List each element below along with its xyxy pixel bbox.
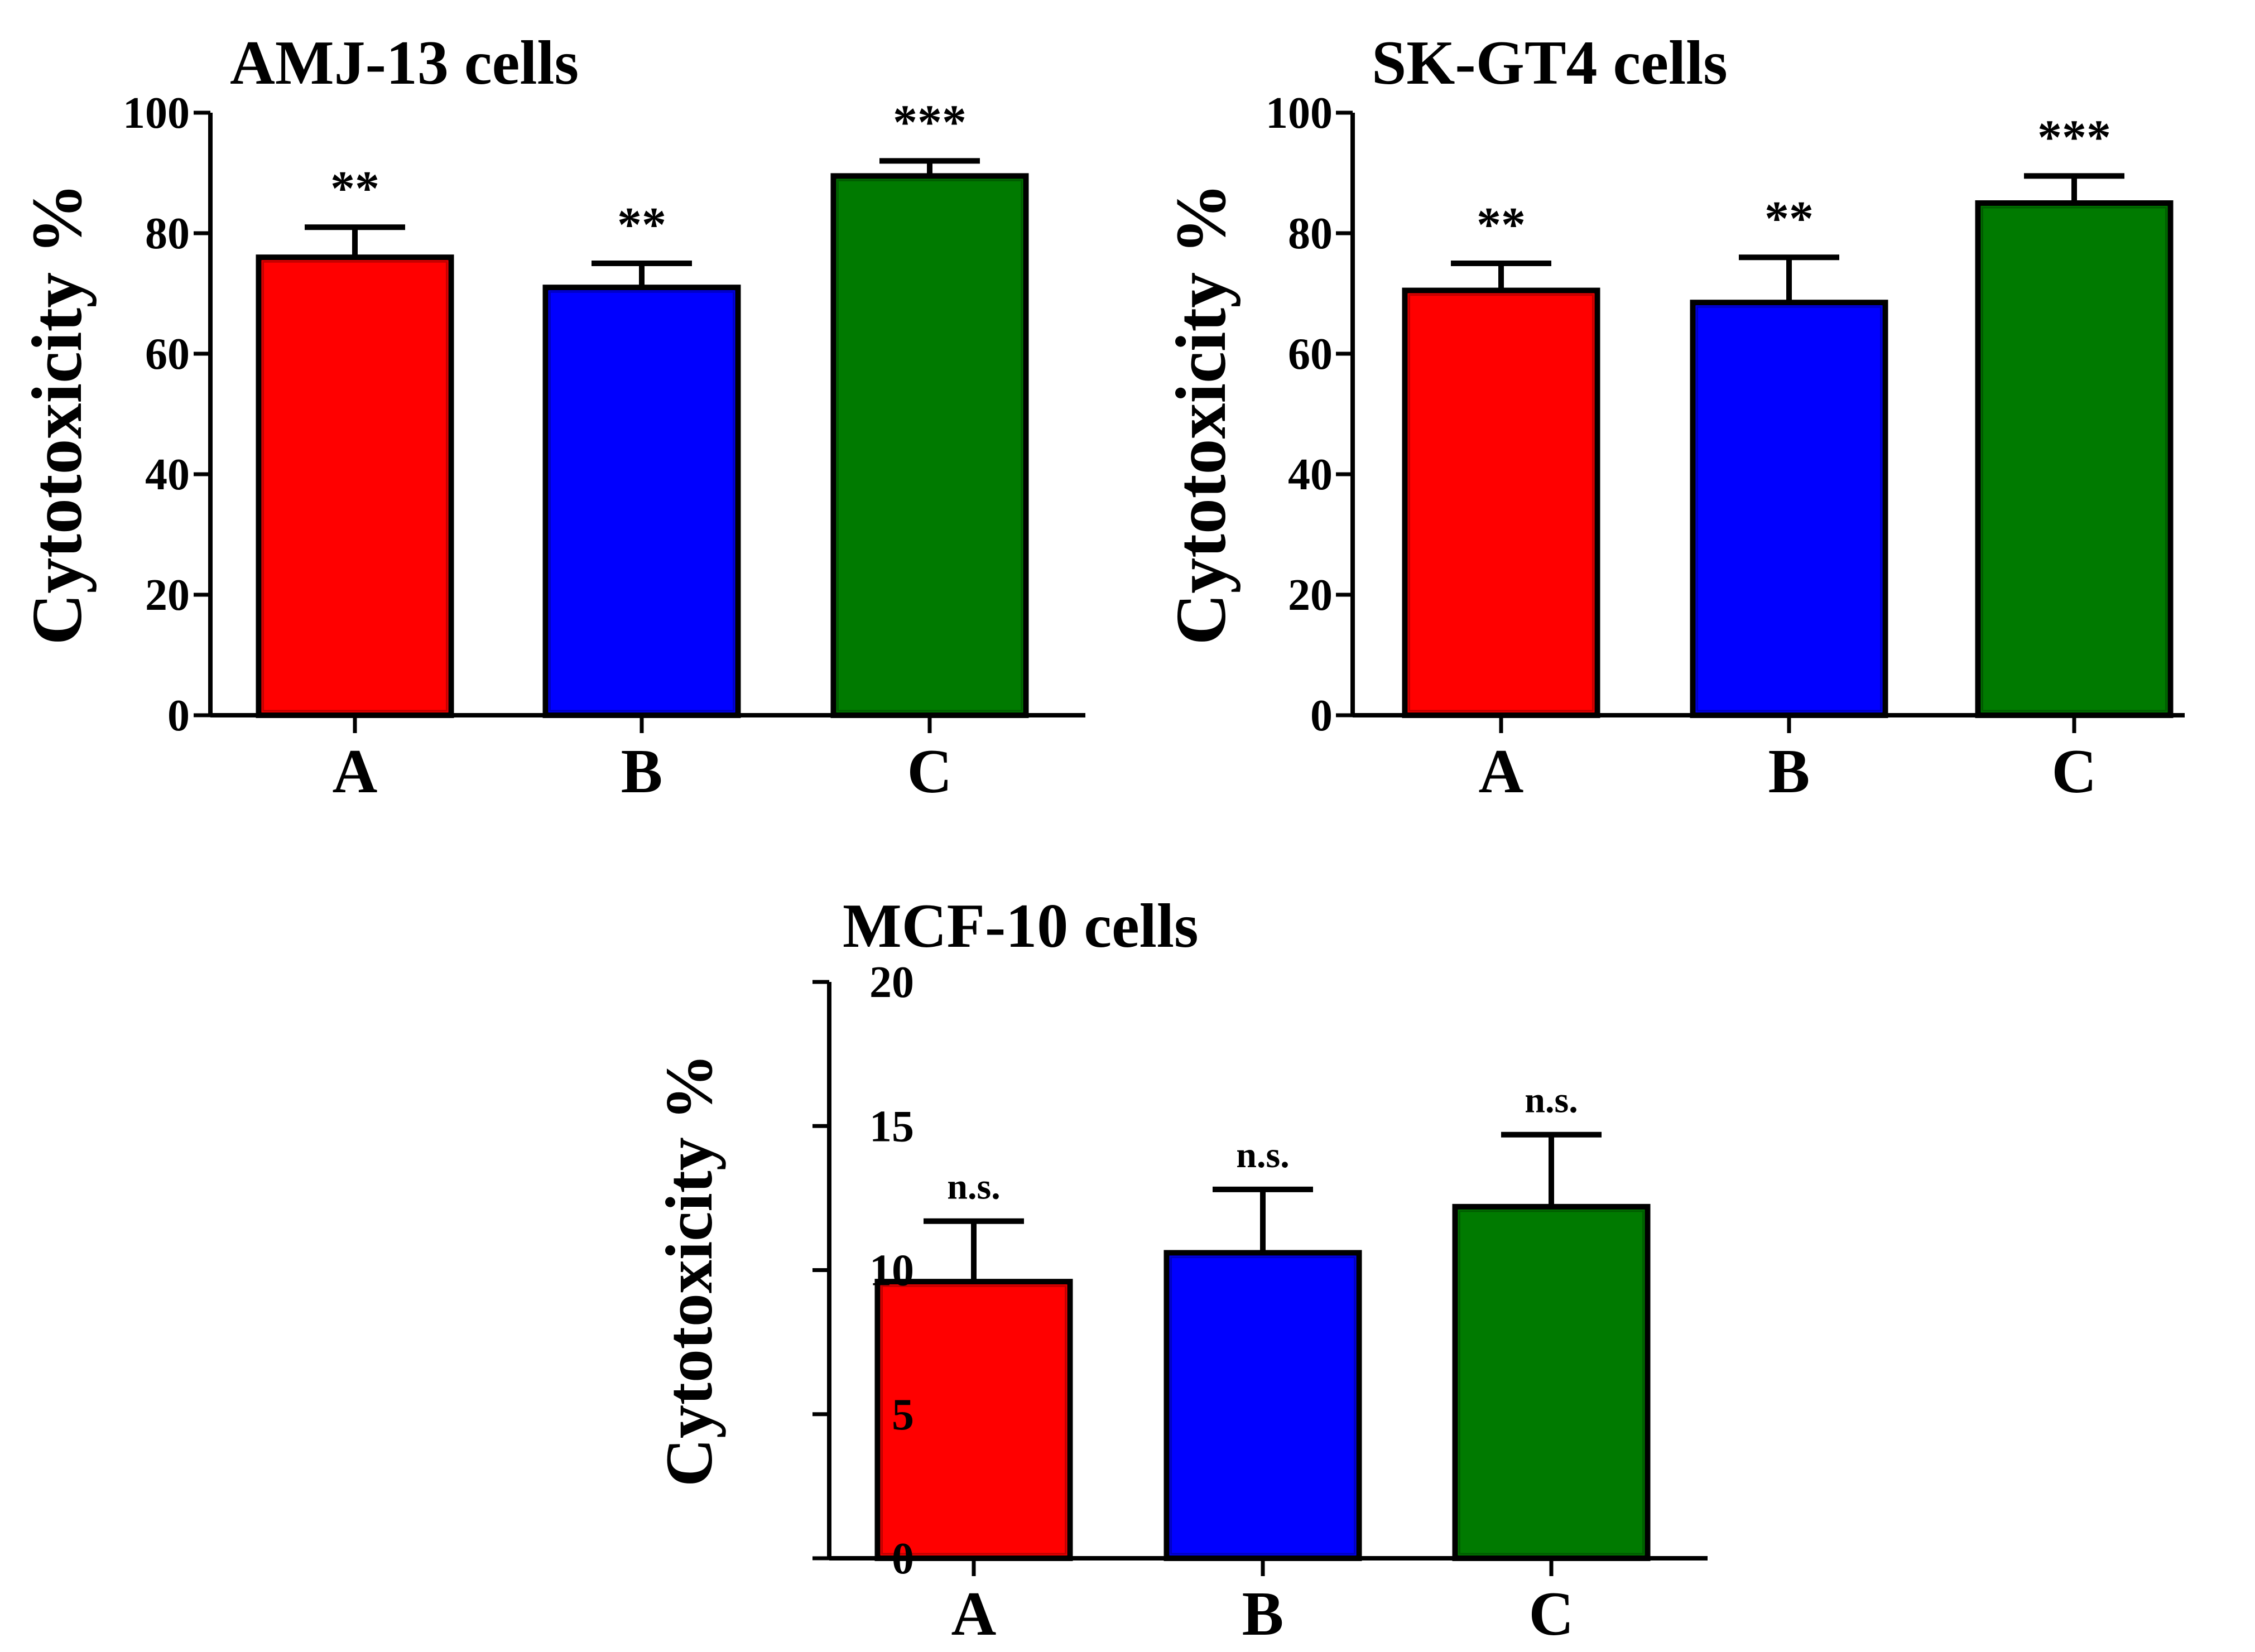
x-tick-label-A: A	[333, 737, 378, 806]
bar-inner-edge-B	[549, 291, 734, 712]
y-axis-label: Cytotoxicity %	[1161, 183, 1241, 645]
y-tick-label: 0	[892, 1534, 914, 1583]
y-tick-label: 0	[1310, 691, 1333, 740]
bar-inner-edge-B	[1696, 306, 1882, 712]
significance-label-B: **	[617, 198, 666, 252]
bar-inner-edge-A	[262, 261, 448, 712]
y-axis-label: Cytotoxicity %	[17, 183, 97, 645]
chart-title: MCF-10 cells	[843, 892, 1199, 961]
bar-inner-edge-A	[1408, 294, 1594, 712]
y-tick-label: 10	[869, 1246, 914, 1295]
x-tick-label-B: B	[1242, 1579, 1284, 1649]
bar-inner-edge-C	[837, 179, 1022, 712]
x-tick-label-B: B	[621, 737, 663, 806]
chart-title: SK-GT4 cells	[1372, 28, 1728, 98]
bar-B	[1690, 300, 1888, 718]
significance-label-C: ***	[893, 95, 967, 150]
y-axis-label: Cytotoxicity %	[652, 1053, 726, 1486]
y-tick-label: 5	[892, 1390, 914, 1439]
x-tick-label-B: B	[1768, 737, 1810, 806]
y-tick-label: 20	[869, 958, 914, 1007]
x-tick-label-C: C	[907, 737, 953, 806]
chart-title: AMJ-13 cells	[230, 28, 579, 98]
y-tick-label: 100	[123, 89, 190, 138]
y-tick-label: 0	[167, 691, 190, 740]
bar-inner-edge-C	[1459, 1210, 1644, 1555]
bar-inner-edge-C	[1982, 206, 2167, 712]
bar-C	[1452, 1203, 1651, 1562]
y-tick-label: 60	[145, 330, 190, 379]
y-tick-label: 15	[869, 1102, 914, 1151]
y-tick-label: 60	[1288, 330, 1333, 379]
significance-label-A: **	[1477, 198, 1526, 252]
bar-B	[1163, 1250, 1362, 1561]
y-tick-label: 100	[1266, 89, 1333, 138]
x-tick-label-A: A	[951, 1579, 997, 1649]
bar-C	[1975, 200, 2174, 718]
chart-panel-1: AMJ-13 cells Cytotoxicity % ** A ** B *** C 0 20 4…	[17, 28, 1085, 806]
y-tick-label: 40	[1288, 450, 1333, 499]
x-tick-label-C: C	[1529, 1579, 1574, 1649]
significance-label-A: n.s.	[947, 1167, 1000, 1207]
significance-label-B: **	[1764, 192, 1814, 246]
y-tick-label: 80	[1288, 209, 1333, 258]
x-tick-label-A: A	[1479, 737, 1524, 806]
significance-label-B: n.s.	[1236, 1135, 1289, 1176]
bar-inner-edge-A	[881, 1285, 1066, 1555]
y-tick-label: 40	[145, 450, 190, 499]
x-tick-label-C: C	[2052, 737, 2097, 806]
significance-label-C: n.s.	[1525, 1080, 1578, 1121]
chart-panel-2: SK-GT4 cells Cytotoxicity % ** A ** B *** C 0 20 4…	[1161, 28, 2185, 806]
significance-label-C: ***	[2037, 110, 2111, 165]
bar-inner-edge-B	[1170, 1256, 1355, 1555]
bar-A	[1402, 287, 1600, 718]
y-tick-label: 20	[145, 571, 190, 620]
bar-B	[542, 285, 741, 718]
significance-label-A: **	[330, 162, 379, 216]
bar-A	[256, 254, 454, 718]
chart-panel-3: MCF-10 cells Cytotoxicity % n.s. An.s. Bn.s.…	[652, 892, 1708, 1649]
y-tick-label: 20	[1288, 571, 1333, 620]
y-tick-label: 80	[145, 209, 190, 258]
bar-C	[830, 173, 1029, 718]
